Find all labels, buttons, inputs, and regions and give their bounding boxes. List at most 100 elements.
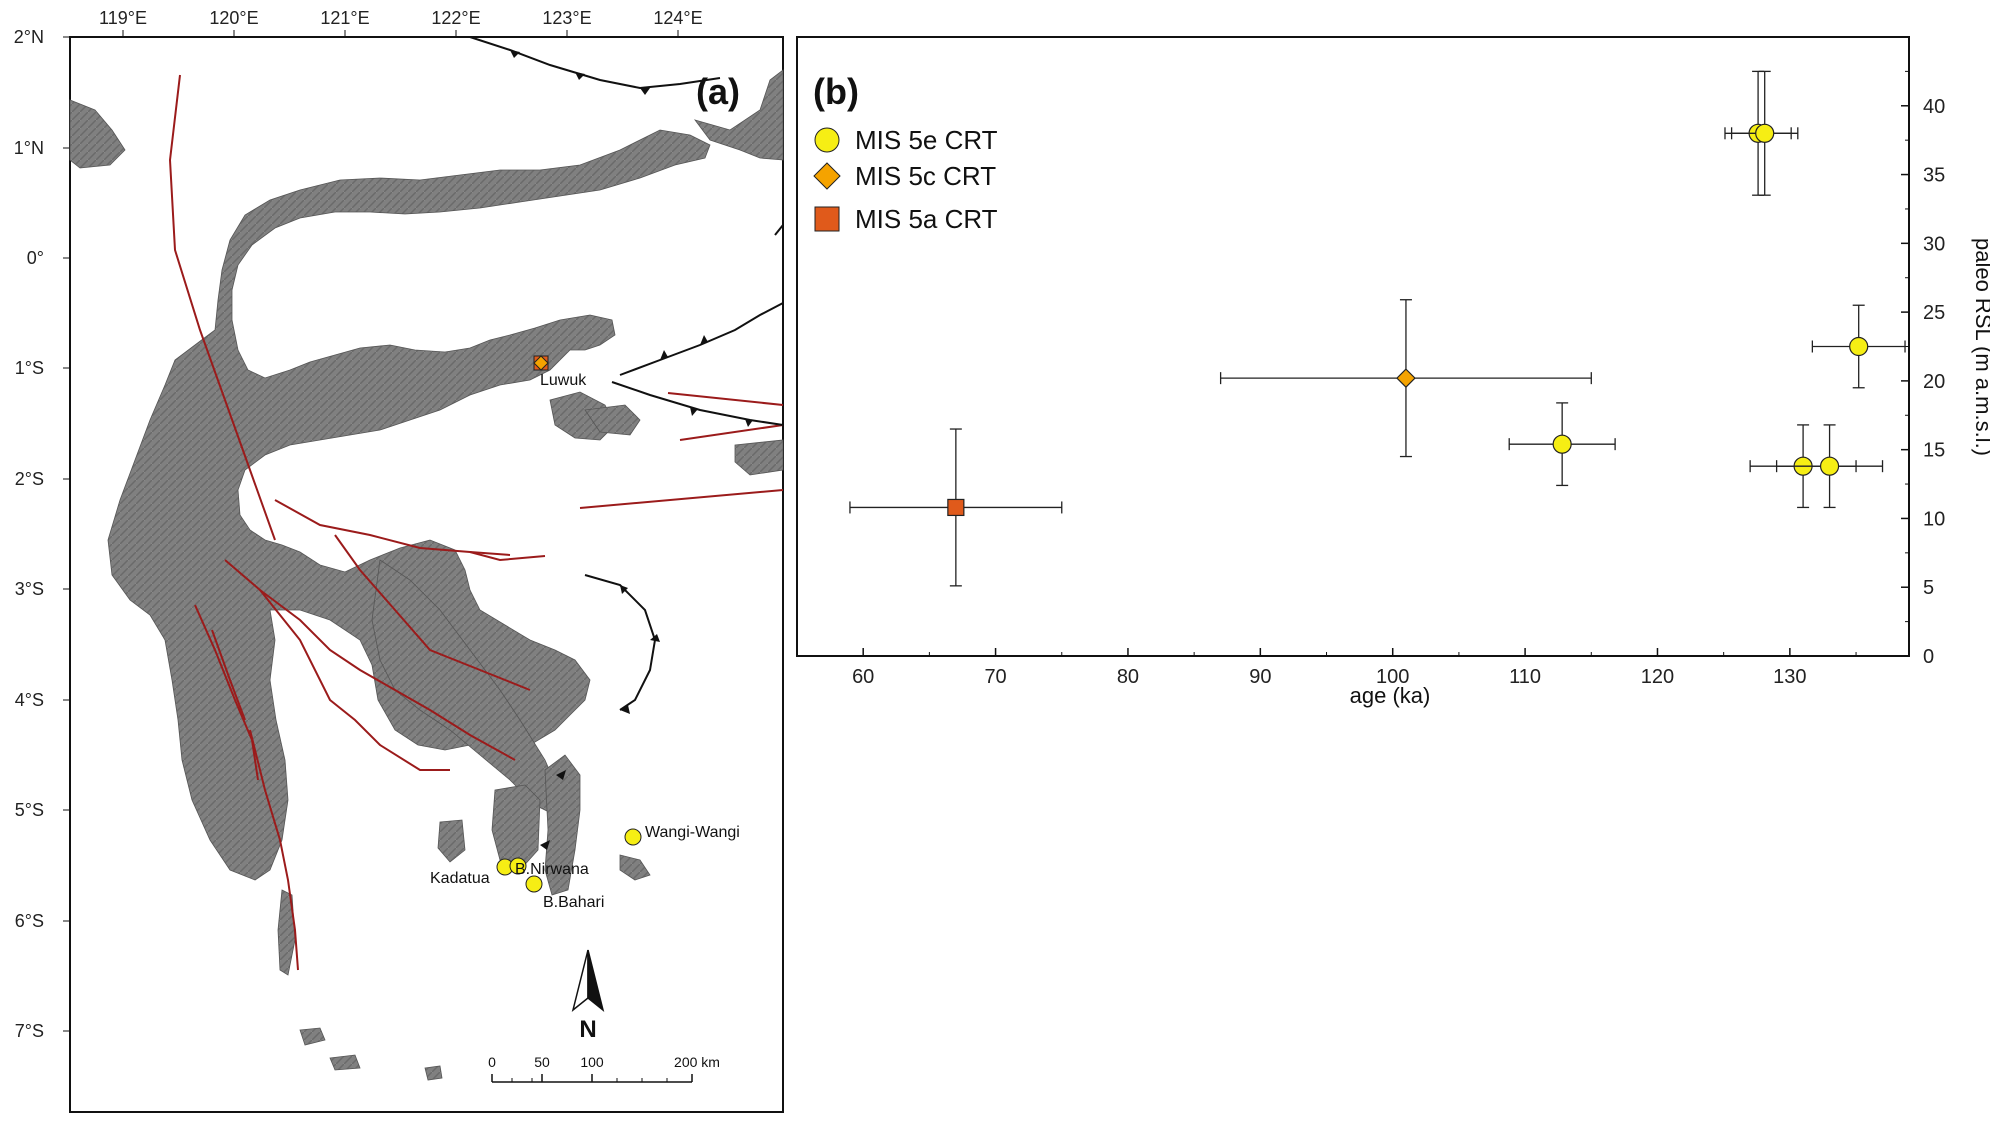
southeast-arm: [371, 559, 561, 816]
sula-island: [734, 439, 784, 476]
x-tick-label: 110: [1509, 666, 1541, 688]
data-point: [1724, 70, 1792, 196]
data-point: [1508, 402, 1616, 487]
legend-marker-diamond: [813, 162, 841, 190]
data-point: [1749, 424, 1857, 509]
site-label: B.Nirwana: [515, 861, 589, 878]
x-tick-label: 80: [1117, 666, 1139, 688]
faults: [168, 74, 784, 971]
data-point: [1811, 304, 1906, 389]
data-point: [849, 428, 1063, 587]
data-marker-square: [947, 498, 965, 517]
land-masses: [69, 69, 784, 1081]
longitude-ticks: 119°E 120°E 121°E 122°E 123°E 124°E: [99, 8, 703, 37]
plot-frame: [796, 36, 1910, 657]
buton-island: [544, 754, 581, 896]
wangi-wangi-marker: [624, 828, 642, 846]
data-point: [1730, 70, 1799, 196]
lon-tick-label: 119°E: [99, 8, 147, 28]
y-axis-title: paleo RSL (m a.m.s.l.): [1971, 238, 1990, 456]
site-markers: [496, 355, 642, 893]
y-tick-label: 30: [1923, 233, 1945, 255]
y-tick-label: 15: [1923, 440, 1945, 462]
scale-label: 200 km: [674, 1054, 720, 1070]
south-islet: [299, 1027, 326, 1046]
x-axis: 60 70 80 90 100 110 120 130: [796, 648, 1857, 688]
lat-tick-label: 6°S: [15, 911, 44, 931]
lat-tick-label: 4°S: [15, 690, 44, 710]
x-tick-label: 130: [1773, 666, 1806, 688]
site-labels: Luwuk Wangi-Wangi Kadatua B.Nirwana B.Ba…: [430, 372, 740, 911]
panel-label-b: (b): [813, 71, 859, 112]
south-islet: [329, 1054, 361, 1071]
legend: MIS 5e CRT MIS 5c CRT MIS 5a CRT: [813, 125, 998, 234]
data-marker-circle: [1552, 434, 1572, 454]
y-tick-label: 10: [1923, 508, 1945, 530]
data-marker-circle: [1849, 336, 1869, 357]
data-marker-circle: [1819, 456, 1840, 476]
site-label: B.Bahari: [543, 894, 604, 911]
y-tick-label: 25: [1923, 302, 1945, 324]
north-label: N: [579, 1016, 596, 1043]
lon-tick-label: 124°E: [653, 8, 702, 28]
legend-marker-circle: [814, 127, 840, 153]
lon-tick-label: 120°E: [209, 8, 258, 28]
muna-island: [491, 784, 541, 871]
data-marker-diamond: [1396, 368, 1416, 388]
lat-tick-label: 2°N: [14, 27, 44, 47]
data-marker-circle: [1793, 456, 1813, 476]
panel-label-a: (a): [696, 71, 740, 112]
lat-tick-label: 1°S: [15, 358, 44, 378]
north-arrow-icon: N: [571, 949, 605, 1043]
selayar-island: [277, 889, 296, 976]
legend-marker-square: [814, 206, 840, 232]
lat-tick-label: 7°S: [15, 1021, 44, 1041]
scale-bar: 0 50 100 200 km: [488, 1054, 720, 1083]
data-point: [1775, 424, 1884, 509]
luwuk-marker-diamond: [533, 355, 549, 371]
nirwana-marker: [509, 857, 527, 875]
x-tick-label: 70: [984, 666, 1006, 688]
latitude-ticks: 2°N 1°N 0° 1°S 2°S 3°S 4°S 5°S 6°S 7°S: [14, 27, 70, 1041]
lat-tick-label: 5°S: [15, 800, 44, 820]
map-panel: 119°E 120°E 121°E 122°E 123°E 124°E 2°N …: [14, 8, 784, 1113]
legend-entry: MIS 5a CRT: [855, 204, 998, 234]
bahari-marker: [525, 875, 543, 893]
y-tick-label: 40: [1923, 96, 1945, 118]
scale-label: 100: [580, 1054, 604, 1070]
kabaena-island: [437, 819, 466, 863]
south-islet: [424, 1065, 443, 1081]
x-tick-label: 90: [1249, 666, 1271, 688]
x-axis-title: age (ka): [1350, 683, 1431, 708]
data-point: [1219, 299, 1592, 458]
x-tick-label: 120: [1641, 666, 1674, 688]
x-tick-label: 60: [852, 666, 874, 688]
lat-tick-label: 0°: [27, 248, 44, 268]
peleng-island: [584, 404, 641, 436]
site-label: Wangi-Wangi: [645, 824, 740, 841]
lon-tick-label: 121°E: [320, 8, 369, 28]
data-marker-circle: [1748, 123, 1768, 143]
borneo-coast: [69, 99, 126, 169]
site-label: Kadatua: [430, 870, 490, 887]
lon-tick-label: 122°E: [431, 8, 480, 28]
x-tick-label: 100: [1376, 666, 1409, 688]
scale-label: 0: [488, 1054, 496, 1070]
trench-teeth: [510, 50, 753, 850]
legend-entry: MIS 5c CRT: [855, 161, 996, 191]
legend-entry: MIS 5e CRT: [855, 125, 998, 155]
data-marker-circle: [1755, 123, 1775, 143]
lon-tick-label: 123°E: [542, 8, 591, 28]
y-tick-label: 20: [1923, 371, 1945, 393]
y-tick-label: 35: [1923, 165, 1945, 187]
y-axis: 0 5 10 15 20 25 30 35 40: [1901, 70, 1945, 668]
lat-tick-label: 1°N: [14, 138, 44, 158]
lat-tick-label: 3°S: [15, 579, 44, 599]
data-points: [849, 70, 1906, 587]
lat-tick-label: 2°S: [15, 469, 44, 489]
wakatobi-island: [619, 854, 651, 881]
scale-label: 50: [534, 1054, 550, 1070]
y-tick-label: 0: [1923, 646, 1934, 668]
northeast-island: [693, 69, 784, 161]
site-label: Luwuk: [540, 372, 587, 389]
